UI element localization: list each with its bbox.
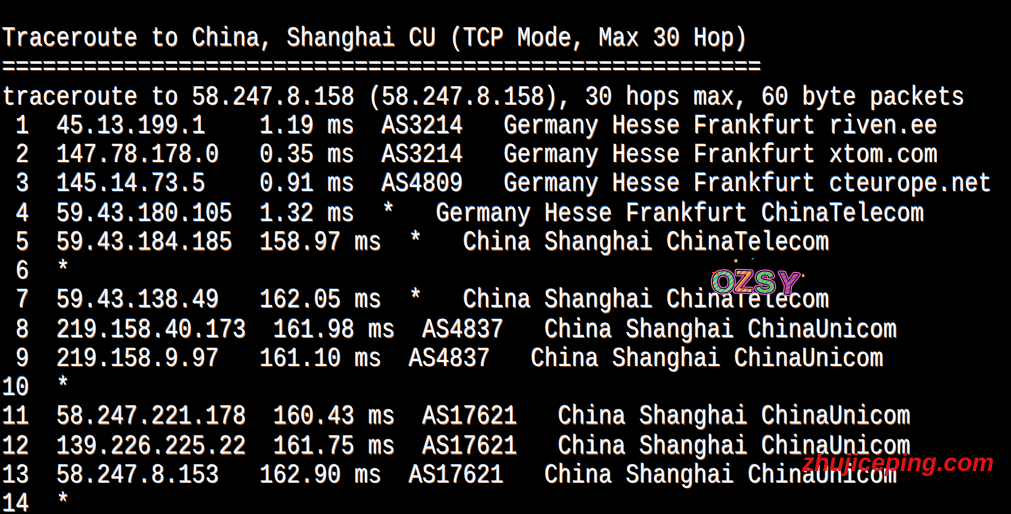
svg-text:S: S — [755, 266, 776, 300]
svg-text:Z: Z — [734, 265, 754, 299]
svg-text:Y: Y — [776, 267, 799, 302]
svg-text:O: O — [711, 266, 736, 300]
